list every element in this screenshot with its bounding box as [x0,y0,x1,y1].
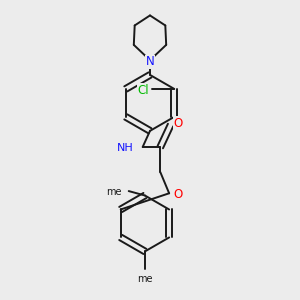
Text: me: me [106,187,122,197]
Text: me: me [137,274,153,284]
Text: O: O [174,117,183,130]
Text: O: O [174,188,183,201]
Text: NH: NH [117,143,134,153]
Text: Cl: Cl [138,84,149,97]
Text: N: N [146,55,154,68]
